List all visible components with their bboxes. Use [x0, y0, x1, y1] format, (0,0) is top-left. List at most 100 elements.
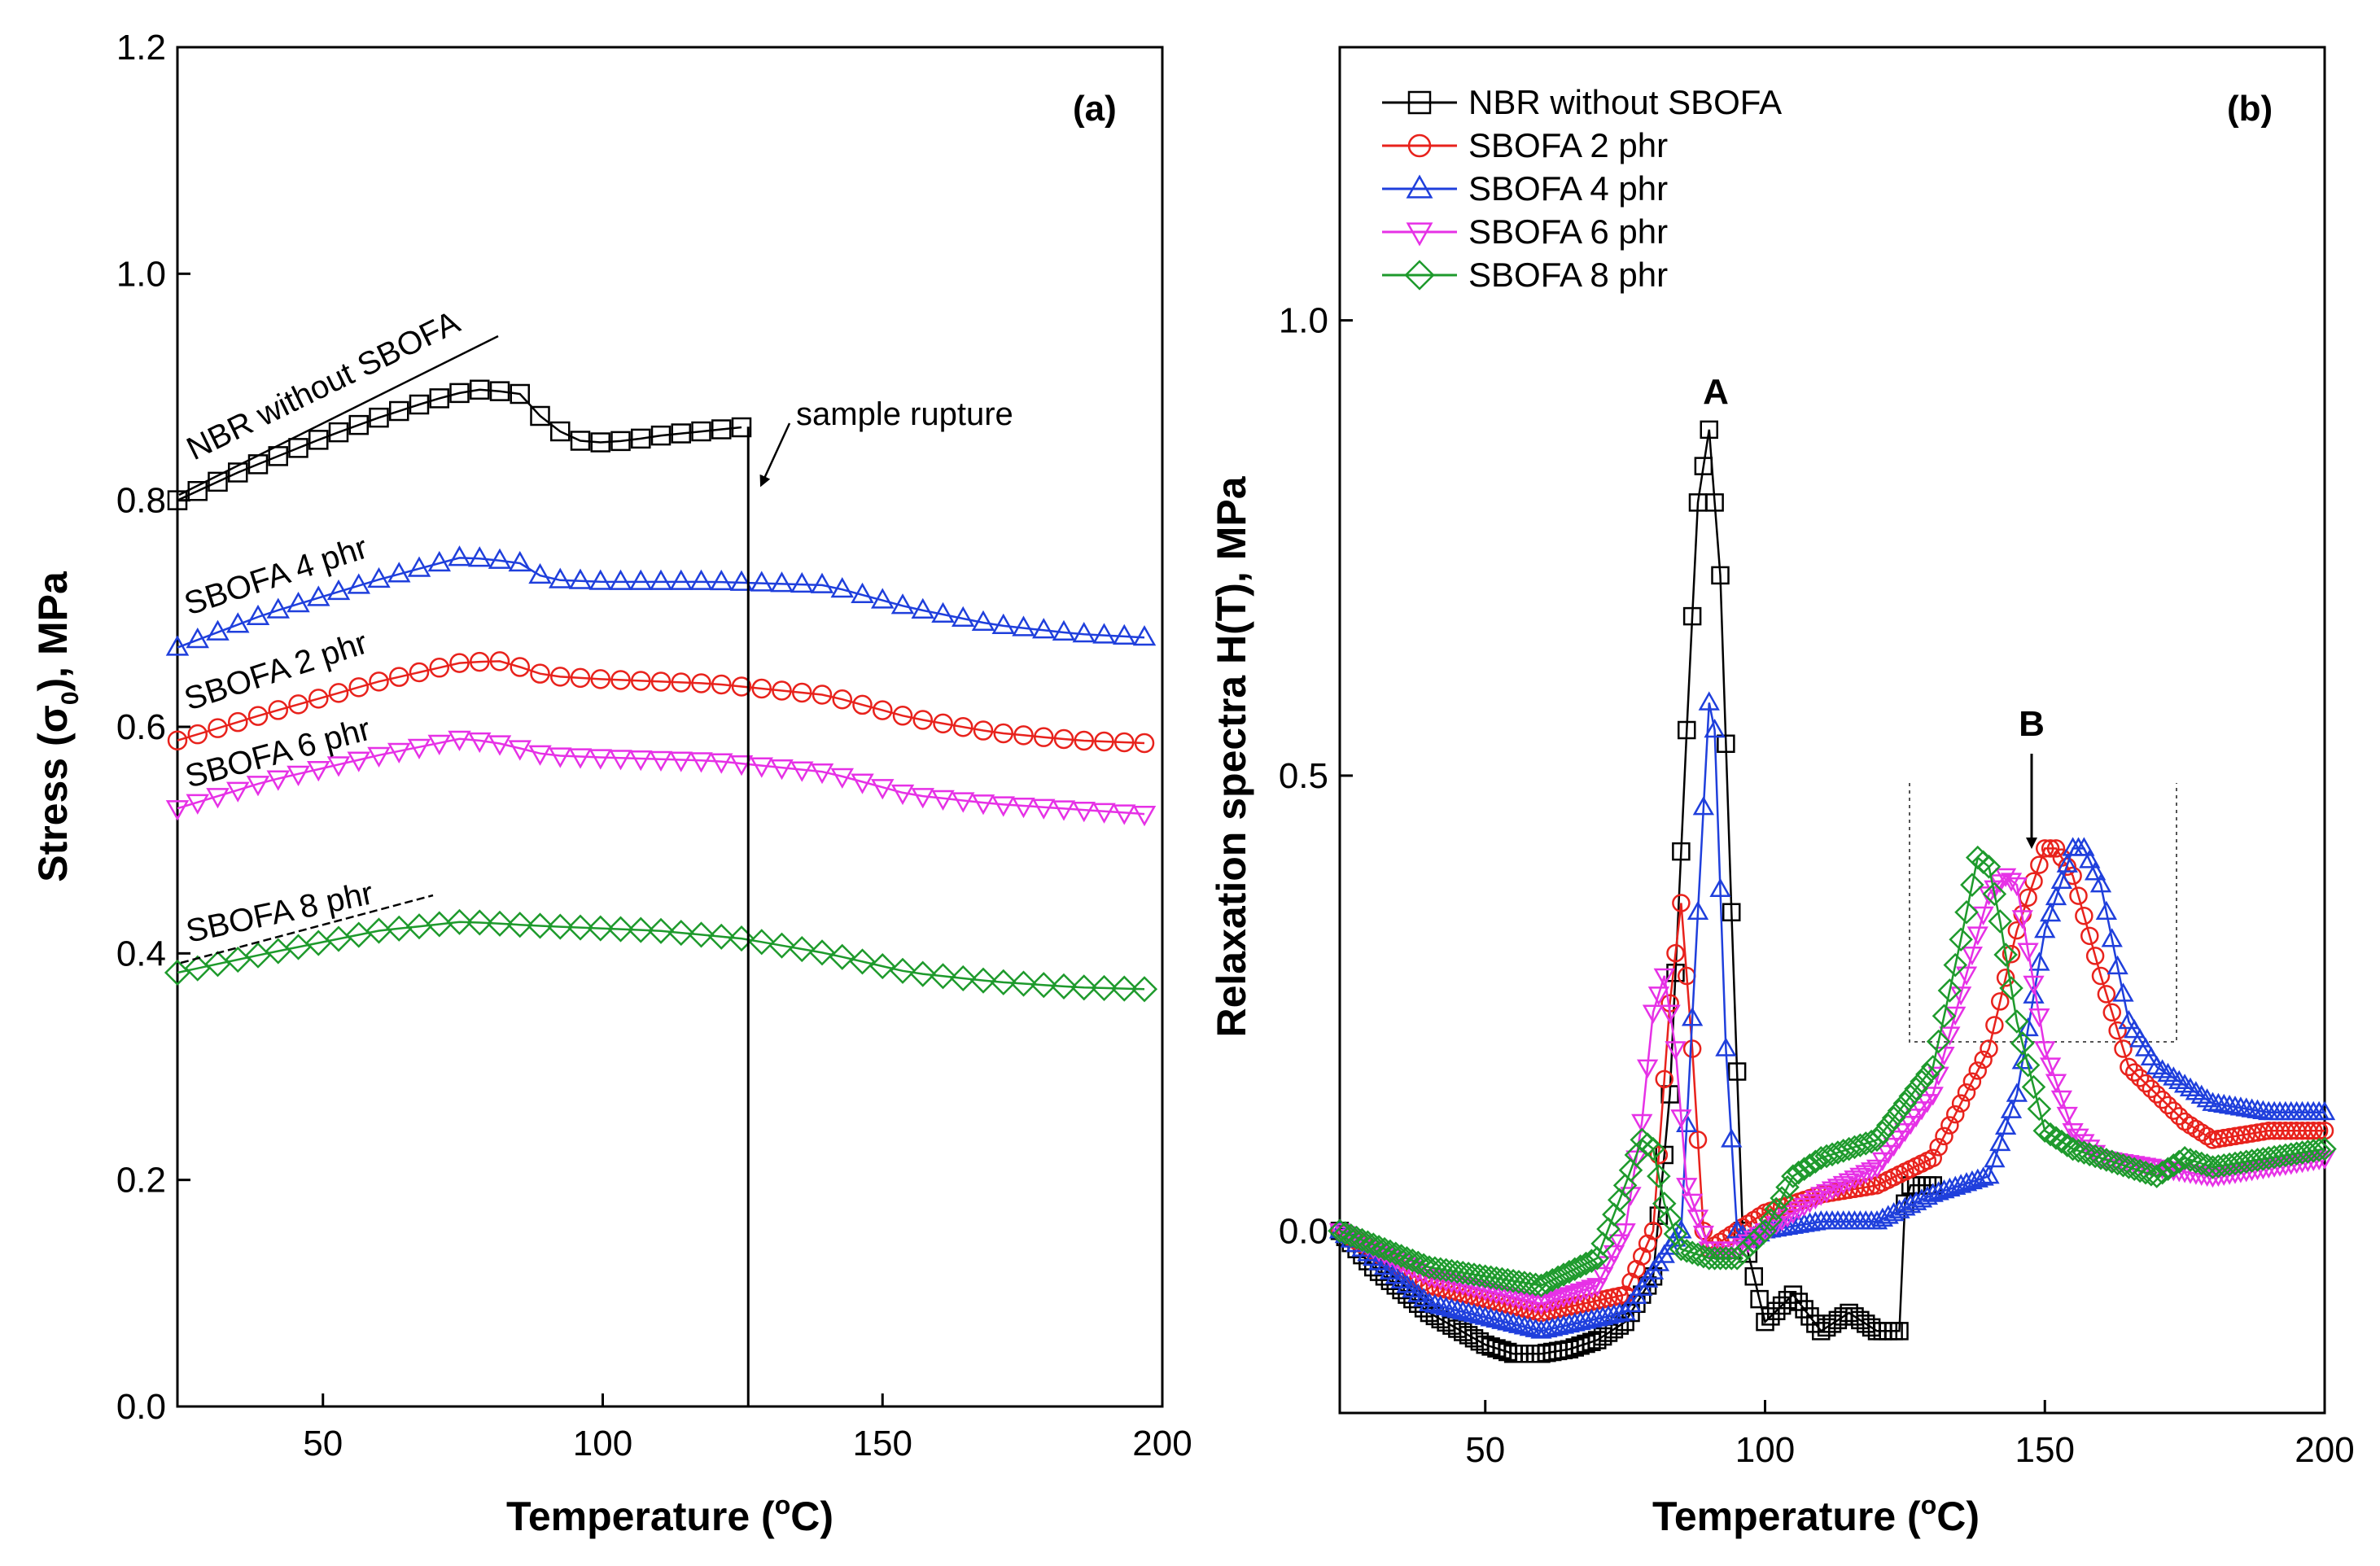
data-point-marker — [829, 943, 855, 970]
data-point-marker — [869, 953, 896, 980]
data-point-marker — [1372, 1236, 1397, 1262]
data-point-marker — [1400, 1248, 1425, 1273]
legend-marker-sample — [1406, 222, 1433, 247]
data-point-marker — [1797, 1153, 1822, 1178]
data-point-marker — [208, 718, 228, 738]
data-point-marker — [1608, 1302, 1630, 1322]
data-point-marker — [1551, 1262, 1576, 1287]
data-point-marker — [427, 550, 451, 572]
data-point-marker — [508, 740, 532, 761]
data-point-marker — [308, 689, 329, 709]
data-point-marker — [1786, 1160, 1811, 1185]
data-point-marker — [1715, 1037, 1737, 1056]
data-point-marker — [1972, 1166, 1994, 1186]
data-point-marker — [790, 571, 814, 593]
data-point-marker — [470, 651, 490, 672]
data-point-marker — [1870, 1120, 1895, 1145]
data-point-marker — [2024, 872, 2043, 890]
data-point-marker — [1955, 966, 1978, 986]
data-point-marker — [550, 667, 571, 687]
data-point-marker — [2034, 919, 2056, 938]
data-point-marker — [631, 428, 651, 449]
data-point-marker — [1682, 1039, 1702, 1058]
data-point-marker — [1827, 1179, 1849, 1198]
data-point-marker — [2075, 906, 2093, 925]
data-point-marker — [449, 383, 470, 404]
data-point-marker — [570, 431, 591, 451]
data-point-marker — [2118, 1009, 2140, 1030]
data-point-marker — [1692, 1225, 1715, 1245]
data-point-marker — [2017, 943, 2039, 962]
data-point-marker — [2134, 1037, 2157, 1056]
data-point-marker — [1092, 803, 1116, 824]
data-point-marker — [567, 914, 594, 941]
data-point-marker — [1074, 730, 1094, 751]
legend-marker-sample — [1407, 90, 1432, 115]
legend-label: SBOFA 6 phr — [1468, 212, 1668, 251]
data-point-marker — [810, 763, 834, 785]
data-point-marker — [810, 572, 834, 593]
data-point-marker — [1131, 976, 1158, 1003]
data-point-marker — [950, 965, 977, 992]
data-point-marker — [2073, 837, 2095, 856]
data-point-marker — [246, 776, 270, 797]
data-point-marker — [449, 653, 470, 673]
data-point-marker — [1920, 1055, 1945, 1079]
data-point-marker — [610, 431, 631, 452]
data-point-marker — [1974, 1050, 1993, 1070]
data-point-marker — [1978, 1165, 2000, 1184]
panel-a-label: (a) — [1073, 89, 1117, 129]
data-point-marker — [590, 669, 610, 689]
data-point-marker — [1910, 1070, 1934, 1094]
data-point-marker — [528, 745, 552, 766]
data-point-marker — [1621, 1303, 1640, 1323]
data-point-marker — [2196, 1088, 2218, 1108]
data-point-marker — [1597, 1256, 1620, 1275]
data-point-marker — [1463, 1303, 1485, 1323]
data-point-marker — [1764, 1196, 1789, 1222]
data-point-marker — [470, 379, 490, 400]
data-point-marker — [2046, 839, 2066, 858]
panel-b-y-tick-label: 0.0 — [1279, 1211, 1328, 1251]
data-point-marker — [347, 751, 370, 772]
data-point-marker — [1722, 903, 1741, 921]
data-point-marker — [228, 711, 248, 733]
data-point-marker — [871, 779, 895, 800]
data-point-marker — [389, 667, 409, 687]
panel-a-series-nbr-without-sbofa — [167, 379, 752, 510]
data-point-marker — [691, 673, 711, 693]
data-point-marker — [1946, 1105, 1965, 1124]
panel-a-x-axis-title: Temperature (oC) — [506, 1490, 833, 1539]
panel-a-line-sbofa-2-phr — [177, 660, 1145, 745]
data-point-marker — [852, 694, 873, 715]
data-point-marker — [1034, 727, 1054, 747]
data-point-marker — [2136, 1074, 2155, 1093]
data-point-marker — [1887, 1098, 1912, 1123]
data-point-marker — [1989, 1131, 2011, 1152]
data-point-marker — [448, 545, 471, 566]
data-point-marker — [1030, 972, 1057, 999]
data-point-marker — [2017, 1017, 2039, 1037]
data-point-marker — [247, 454, 269, 475]
data-point-marker — [1557, 1259, 1582, 1284]
data-point-marker — [1546, 1265, 1570, 1290]
data-point-marker — [952, 606, 975, 628]
data-point-marker — [510, 657, 530, 677]
data-point-marker — [2044, 1126, 2068, 1150]
data-point-marker — [2050, 869, 2073, 889]
data-point-marker — [2041, 839, 2060, 858]
data-point-marker — [2128, 1028, 2151, 1048]
data-point-marker — [2010, 1031, 2035, 1056]
data-point-marker — [1435, 1296, 1457, 1316]
panel-a-y-tick-label: 0.8 — [116, 481, 166, 521]
data-point-marker — [688, 921, 715, 948]
data-point-marker — [348, 414, 369, 435]
panel-b-line-sbofa-6-phr — [1339, 874, 2325, 1306]
data-point-marker — [1775, 1174, 1800, 1200]
data-point-marker — [2125, 1063, 2144, 1082]
data-point-marker — [1641, 1136, 1665, 1161]
data-point-marker — [530, 405, 550, 426]
data-point-marker — [2027, 1096, 2052, 1122]
data-point-marker — [1659, 1004, 1681, 1024]
data-point-marker — [1616, 1312, 1634, 1332]
